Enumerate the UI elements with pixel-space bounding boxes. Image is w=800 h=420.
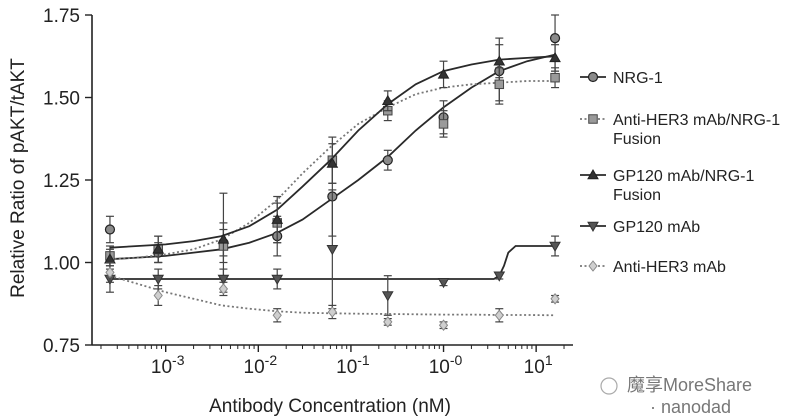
legend-swatch-marker bbox=[587, 71, 599, 83]
series-line bbox=[109, 55, 556, 249]
legend-item-4: Anti-HER3 mAb bbox=[580, 259, 726, 276]
y-tick-label: 1.00 bbox=[43, 254, 80, 275]
series-line bbox=[109, 80, 556, 261]
data-point bbox=[326, 245, 339, 256]
data-point bbox=[494, 79, 505, 90]
legend-label: Anti-HER3 mAb bbox=[613, 259, 726, 276]
x-tick-label: 10-1 bbox=[336, 352, 370, 378]
data-point bbox=[549, 32, 561, 44]
data-point bbox=[438, 319, 449, 332]
data-point bbox=[104, 224, 116, 235]
watermark-logo-icon bbox=[600, 377, 618, 395]
x-tick-label-exponent: -0 bbox=[450, 352, 463, 368]
x-tick-label: 10-3 bbox=[151, 352, 185, 378]
x-tick-label-base: 10 bbox=[151, 357, 172, 378]
series-line bbox=[109, 245, 556, 280]
legend-item-3: GP120 mAb bbox=[580, 219, 700, 236]
legend-swatch-marker bbox=[587, 168, 599, 180]
data-point bbox=[383, 316, 393, 328]
legend-label: GP120 mAb/NRG-1 Fusion bbox=[613, 168, 754, 204]
data-point bbox=[217, 274, 230, 286]
data-point bbox=[438, 119, 449, 129]
legend-label: Anti-HER3 mAb/NRG-1 Fusion bbox=[613, 112, 780, 148]
legend-label: GP120 mAb bbox=[613, 219, 700, 236]
data-point bbox=[494, 309, 504, 322]
legend-label: NRG-1 bbox=[613, 70, 663, 87]
y-tick-label: 0.75 bbox=[43, 336, 80, 357]
data-point bbox=[217, 233, 230, 244]
legend-item-2: GP120 mAb/NRG-1 Fusion bbox=[580, 168, 754, 204]
data-point bbox=[326, 157, 339, 168]
series-3 bbox=[104, 189, 561, 316]
data-point bbox=[549, 241, 561, 253]
data-point bbox=[271, 274, 284, 286]
x-tick-label-exponent: 1 bbox=[545, 352, 553, 368]
data-point bbox=[381, 291, 394, 302]
watermark-text-2: · nanodad bbox=[650, 397, 731, 417]
y-tick-label: 1.50 bbox=[43, 89, 80, 110]
x-axis-label: Antibody Concentration (nM) bbox=[209, 396, 451, 417]
x-tick-label-exponent: -1 bbox=[357, 352, 370, 368]
data-point bbox=[493, 55, 506, 66]
y-axis-label: Relative Ratio of pAKT/tAKT bbox=[8, 58, 29, 298]
watermark: 魔享MoreShare · nanodad bbox=[600, 375, 752, 417]
data-point bbox=[549, 51, 561, 63]
x-tick-label-exponent: -2 bbox=[265, 352, 278, 368]
legend-swatch-marker bbox=[587, 221, 599, 233]
legend-item-1: Anti-HER3 mAb/NRG-1 Fusion bbox=[580, 112, 780, 148]
x-tick-label-exponent: -3 bbox=[172, 352, 185, 368]
plot-area bbox=[104, 14, 561, 332]
data-point bbox=[271, 213, 284, 224]
data-point bbox=[382, 155, 393, 166]
legend-item-0: NRG-1 bbox=[580, 70, 663, 87]
data-point bbox=[272, 309, 282, 322]
y-tick-label: 1.75 bbox=[43, 6, 80, 27]
data-point bbox=[105, 266, 115, 279]
series-line bbox=[109, 274, 556, 317]
data-point bbox=[550, 292, 560, 305]
series-2 bbox=[104, 44, 561, 270]
x-tick-label-base: 10 bbox=[244, 357, 265, 378]
x-tick-label: 10-2 bbox=[244, 352, 278, 378]
legend-swatch-marker bbox=[588, 114, 598, 124]
x-tick-label-base: 10 bbox=[524, 357, 545, 378]
data-point bbox=[437, 68, 450, 79]
x-tick-label: 10-0 bbox=[429, 352, 463, 378]
x-tick-label: 101 bbox=[524, 352, 553, 378]
data-point bbox=[550, 72, 560, 83]
legend: NRG-1 Anti-HER3 mAb/NRG-1 Fusion GP120 mAb/… bbox=[580, 70, 780, 276]
data-point bbox=[381, 94, 394, 106]
y-tick-label: 1.25 bbox=[43, 171, 80, 192]
legend-swatch-marker bbox=[588, 260, 598, 272]
data-point bbox=[327, 306, 337, 318]
x-tick-label-base: 10 bbox=[429, 357, 450, 378]
data-point bbox=[493, 271, 506, 282]
watermark-text: 魔享MoreShare bbox=[627, 375, 752, 395]
series-4 bbox=[105, 261, 560, 332]
data-point bbox=[153, 289, 163, 302]
data-point bbox=[152, 243, 165, 254]
data-point bbox=[218, 283, 229, 295]
data-point bbox=[437, 278, 450, 289]
data-point bbox=[152, 274, 165, 286]
x-tick-label-base: 10 bbox=[336, 357, 357, 378]
